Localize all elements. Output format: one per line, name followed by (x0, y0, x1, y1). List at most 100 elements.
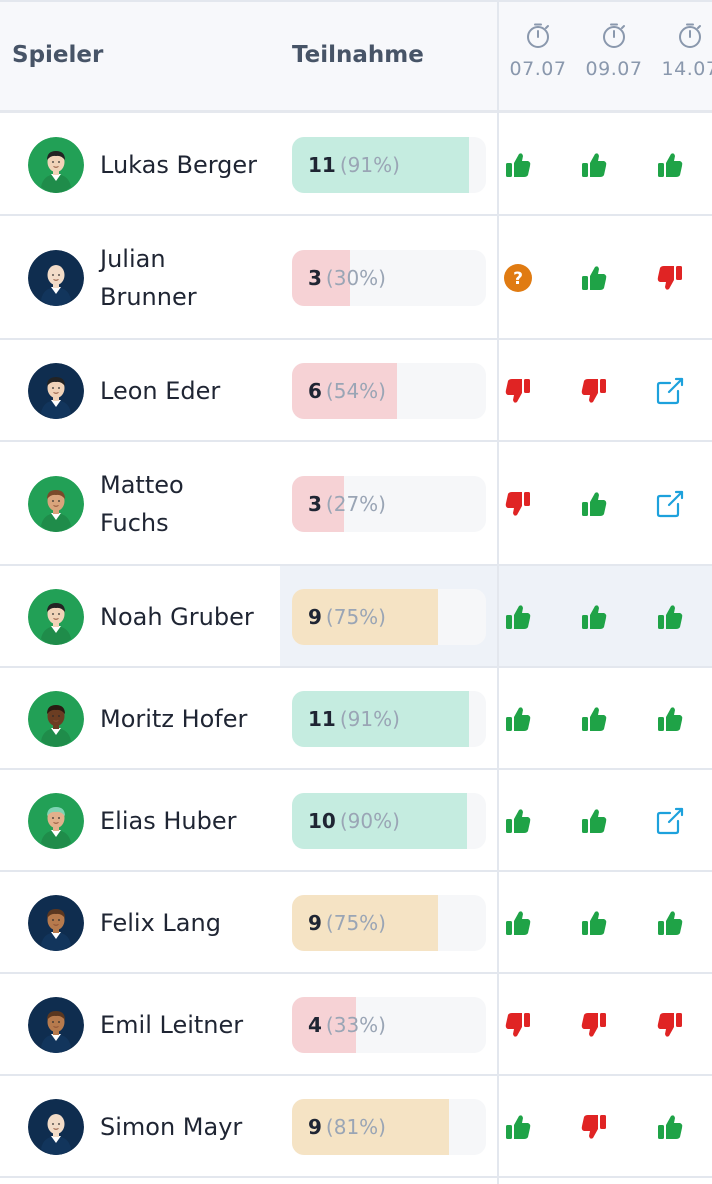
thumbs-up-icon[interactable] (574, 145, 614, 185)
question-icon[interactable]: ? (498, 258, 538, 298)
avatar (28, 363, 84, 419)
table-row[interactable]: Felix Lang 9 (75%) (0, 872, 712, 974)
table-row[interactable]: Elias Huber 10 (90%) (0, 770, 712, 872)
thumbs-up-icon[interactable] (574, 484, 614, 524)
player-name[interactable]: Felix Lang (100, 909, 221, 937)
stopwatch-icon (679, 23, 701, 48)
column-header-date[interactable]: 09.07 (579, 22, 649, 80)
participation-fill (292, 137, 469, 193)
avatar (28, 250, 84, 306)
player-name[interactable]: Leon Eder (100, 377, 221, 405)
thumbs-up-icon[interactable] (498, 699, 538, 739)
participation-count: 4 (308, 1013, 322, 1037)
thumbs-up-icon[interactable] (650, 1107, 690, 1147)
participation-percent: (27%) (325, 492, 386, 516)
thumbs-down-icon[interactable] (574, 1005, 614, 1045)
player-name[interactable]: Moritz Hofer (100, 705, 248, 733)
column-header-date[interactable]: 14.07 (655, 22, 712, 80)
participation-count: 9 (308, 1115, 322, 1139)
participation-count: 9 (308, 911, 322, 935)
participation-fill (292, 895, 438, 951)
thumbs-up-icon[interactable] (498, 1107, 538, 1147)
avatar (28, 691, 84, 747)
thumbs-up-icon[interactable] (574, 597, 614, 637)
thumbs-up-icon[interactable] (650, 597, 690, 637)
column-header-date[interactable]: 07.07 (503, 22, 573, 80)
participation-count: 9 (308, 605, 322, 629)
thumbs-down-icon[interactable] (574, 371, 614, 411)
avatar (28, 997, 84, 1053)
participation-percent: (75%) (325, 605, 386, 629)
participation-count: 11 (308, 153, 336, 177)
thumbs-up-icon[interactable] (498, 801, 538, 841)
participation-percent: (33%) (325, 1013, 386, 1037)
column-header-player[interactable]: Spieler (12, 42, 104, 68)
thumbs-down-icon[interactable] (498, 484, 538, 524)
thumbs-up-icon[interactable] (574, 903, 614, 943)
participation-bar: 11 (91%) (292, 137, 486, 193)
thumbs-up-icon[interactable] (498, 145, 538, 185)
player-name[interactable]: Lukas Berger (100, 151, 258, 179)
participation-count: 6 (308, 379, 322, 403)
avatar (28, 793, 84, 849)
thumbs-down-icon[interactable] (498, 371, 538, 411)
participation-count: 3 (308, 492, 322, 516)
avatar (28, 895, 84, 951)
table-row[interactable]: Simon Mayr 9 (81%) (0, 1076, 712, 1178)
thumbs-down-icon[interactable] (650, 258, 690, 298)
table-row[interactable]: Moritz Hofer 11 (91%) (0, 668, 712, 770)
thumbs-up-icon[interactable] (498, 597, 538, 637)
svg-text:?: ? (513, 269, 523, 289)
participation-text: 3 (27%) (308, 476, 386, 532)
player-name[interactable]: Emil Leitner (100, 1011, 244, 1039)
player-name[interactable]: Noah Gruber (100, 603, 254, 631)
participation-text: 9 (75%) (308, 589, 386, 645)
participation-cell: 9 (75%) (280, 872, 497, 972)
thumbs-up-icon[interactable] (650, 903, 690, 943)
player-name[interactable]: Julian Brunner (100, 245, 197, 311)
table-row[interactable]: Noah Gruber 9 (75%) (0, 566, 712, 668)
thumbs-up-icon[interactable] (650, 699, 690, 739)
thumbs-up-icon[interactable] (574, 801, 614, 841)
participation-bar: 3 (27%) (292, 476, 486, 532)
participation-count: 11 (308, 707, 336, 731)
player-name[interactable]: Simon Mayr (100, 1113, 243, 1141)
table-row[interactable]: Leon Eder 6 (54%) (0, 340, 712, 442)
column-header-participation[interactable]: Teilnahme (292, 42, 424, 68)
table-row[interactable]: Matteo Fuchs 3 (27%) (0, 442, 712, 566)
thumbs-down-icon[interactable] (574, 1107, 614, 1147)
participation-cell: 11 (91%) (280, 668, 497, 768)
participation-text: 3 (30%) (308, 250, 386, 306)
participation-percent: (54%) (325, 379, 386, 403)
participation-bar: 6 (54%) (292, 363, 486, 419)
participation-count: 10 (308, 809, 336, 833)
table-row[interactable]: Lukas Berger 11 (91%) (0, 114, 712, 216)
player-name[interactable]: Matteo Fuchs (100, 471, 184, 537)
thumbs-down-icon[interactable] (650, 1005, 690, 1045)
participation-bar: 10 (90%) (292, 793, 486, 849)
participation-bar: 11 (91%) (292, 691, 486, 747)
participation-cell: 9 (75%) (280, 566, 497, 666)
participation-percent: (91%) (339, 707, 400, 731)
thumbs-up-icon[interactable] (574, 258, 614, 298)
external-link-icon[interactable] (650, 484, 690, 524)
date-label: 14.07 (661, 58, 712, 80)
thumbs-down-icon[interactable] (498, 1005, 538, 1045)
thumbs-up-icon[interactable] (574, 699, 614, 739)
column-divider (497, 0, 499, 1184)
thumbs-up-icon[interactable] (650, 145, 690, 185)
participation-bar: 9 (75%) (292, 895, 486, 951)
date-label: 09.07 (585, 58, 643, 80)
external-link-icon[interactable] (650, 371, 690, 411)
participation-text: 9 (81%) (308, 1099, 386, 1155)
external-link-icon[interactable] (650, 801, 690, 841)
table-row[interactable]: Emil Leitner 4 (33%) (0, 974, 712, 1076)
table-row[interactable]: Julian Brunner 3 (30%) ? (0, 216, 712, 340)
participation-text: 11 (91%) (308, 137, 400, 193)
date-label: 07.07 (509, 58, 567, 80)
player-name[interactable]: Elias Huber (100, 807, 237, 835)
participation-cell: 9 (81%) (280, 1076, 497, 1176)
participation-bar: 3 (30%) (292, 250, 486, 306)
thumbs-up-icon[interactable] (498, 903, 538, 943)
participation-fill (292, 250, 350, 306)
